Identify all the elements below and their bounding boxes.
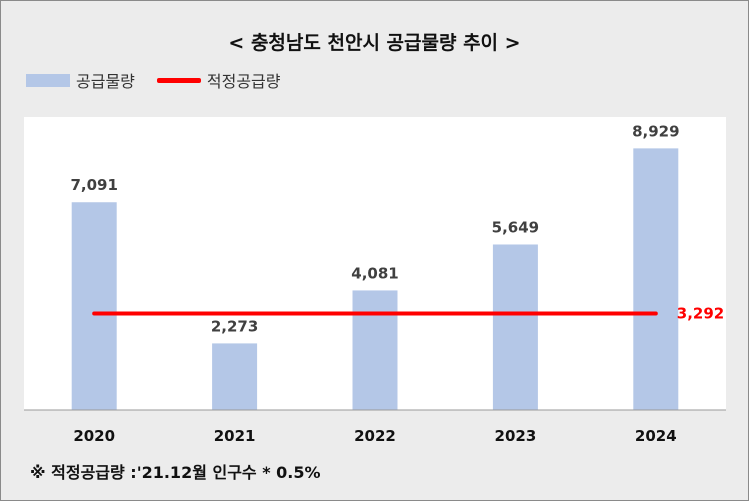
- legend-item-supply: 공급물량: [26, 68, 135, 92]
- legend-label-supply: 공급물량: [76, 72, 135, 91]
- bar-label-2023: 5,649: [492, 218, 539, 236]
- x-tick-2024: 2024: [635, 427, 677, 445]
- footnote: ※ 적정공급량 :'21.12월 인구수 * 0.5%: [30, 463, 321, 482]
- chart-title: < 충청남도 천안시 공급물량 추이 >: [228, 32, 521, 54]
- bar-label-2020: 7,091: [70, 176, 117, 194]
- x-tick-2022: 2022: [354, 427, 396, 445]
- chart-legend: 공급물량 적정공급량: [26, 68, 303, 92]
- bar-2023: [492, 244, 538, 410]
- bar-2024: [633, 148, 679, 410]
- legend-label-proper-supply: 적정공급량: [206, 72, 281, 91]
- x-tick-2020: 2020: [73, 427, 115, 445]
- x-tick-2023: 2023: [495, 427, 537, 445]
- bar-2022: [352, 290, 398, 410]
- bar-label-2024: 8,929: [632, 122, 679, 140]
- bar-2021: [212, 343, 258, 410]
- bar-label-2022: 4,081: [351, 264, 398, 282]
- legend-item-proper-supply: 적정공급량: [156, 68, 281, 92]
- reference-line-label: 3,292: [677, 305, 724, 323]
- x-tick-2021: 2021: [214, 427, 256, 445]
- legend-swatch-proper-supply: [156, 77, 201, 83]
- bar-2020: [71, 202, 117, 410]
- legend-swatch-supply: [26, 73, 70, 87]
- bar-label-2021: 2,273: [211, 317, 258, 335]
